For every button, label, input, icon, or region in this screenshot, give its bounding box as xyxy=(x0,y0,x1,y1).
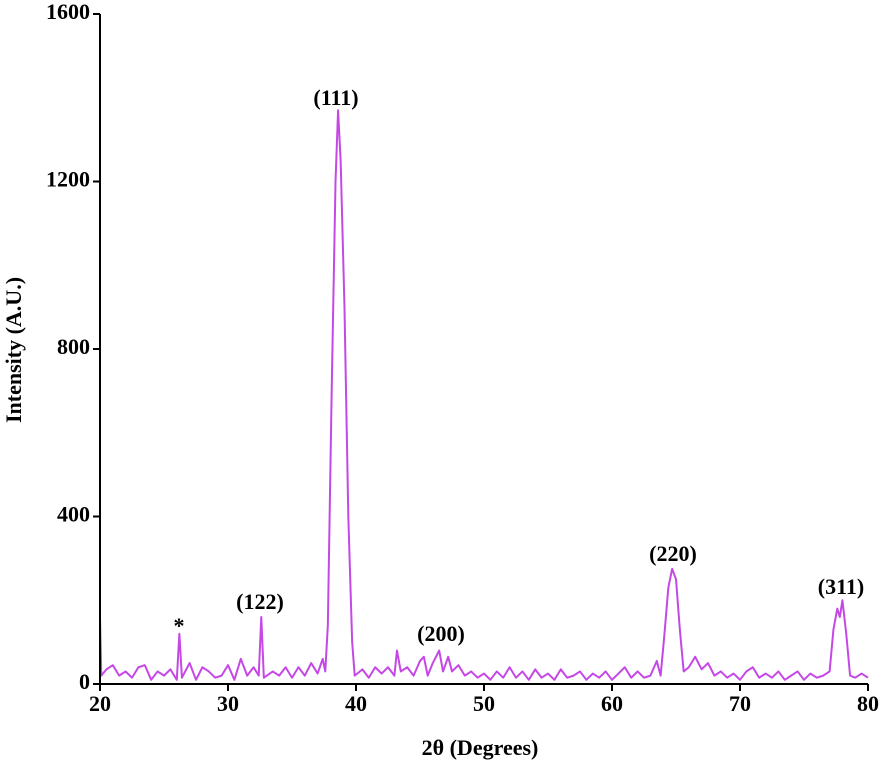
x-tick-label: 30 xyxy=(217,691,239,716)
y-tick-label: 800 xyxy=(57,334,90,359)
peak-annotation: * xyxy=(174,613,185,638)
y-tick-label: 0 xyxy=(79,669,90,694)
x-tick-label: 60 xyxy=(601,691,623,716)
y-tick-label: 400 xyxy=(57,502,90,527)
x-axis-label: 2θ (Degrees) xyxy=(422,735,539,760)
data-line xyxy=(99,109,869,681)
x-tick-label: 70 xyxy=(729,691,751,716)
x-tick-label: 50 xyxy=(473,691,495,716)
peak-annotation: (220) xyxy=(649,541,697,566)
x-tick-label: 80 xyxy=(857,691,879,716)
peak-annotation: (311) xyxy=(818,574,864,599)
peak-annotation: (111) xyxy=(313,85,358,110)
y-axis-label: Intensity (A.U.) xyxy=(1,277,26,423)
x-tick-label: 40 xyxy=(345,691,367,716)
x-tick-label: 20 xyxy=(89,691,111,716)
y-tick-label: 1200 xyxy=(46,167,90,192)
peak-annotation: (200) xyxy=(417,621,465,646)
peak-annotation: (122) xyxy=(236,589,284,614)
y-tick-label: 1600 xyxy=(46,0,90,24)
